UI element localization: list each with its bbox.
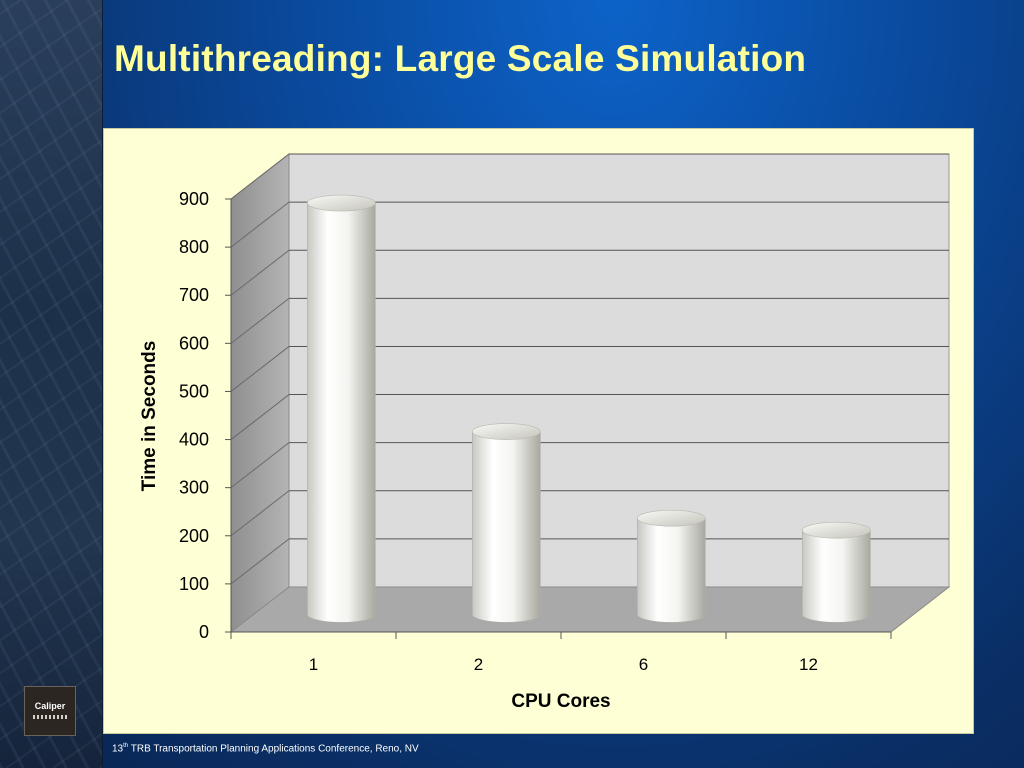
bar-2 bbox=[472, 423, 541, 623]
y-tick-label: 600 bbox=[179, 333, 209, 353]
gridline-side bbox=[230, 394, 290, 440]
y-tick-label: 700 bbox=[179, 285, 209, 305]
bar-body bbox=[307, 202, 376, 623]
y-tick-label: 300 bbox=[179, 478, 209, 498]
footer-number: 13 bbox=[112, 743, 124, 755]
y-tick-label: 900 bbox=[179, 189, 209, 209]
y-tick-label: 800 bbox=[179, 237, 209, 257]
caliper-logo: Caliper bbox=[24, 686, 76, 736]
footer-superscript: th bbox=[123, 743, 129, 749]
x-axis-label: CPU Cores bbox=[511, 691, 610, 712]
gridline-side bbox=[230, 201, 290, 248]
background-photo-strip bbox=[0, 0, 103, 768]
gridline-side bbox=[230, 153, 290, 200]
x-tick-label: 12 bbox=[799, 655, 818, 674]
y-tick-label: 500 bbox=[179, 381, 209, 401]
chart-walls bbox=[229, 152, 951, 634]
gridline-side bbox=[230, 297, 290, 344]
gridlines bbox=[230, 153, 949, 585]
logo-mark bbox=[33, 715, 67, 719]
y-tick-label: 0 bbox=[199, 622, 209, 642]
y-tick-labels: 0 100 200 300 400 500 600 700 800 900 bbox=[179, 189, 231, 642]
logo-text: Caliper bbox=[34, 701, 66, 711]
bar-1 bbox=[307, 194, 376, 623]
gridline-side bbox=[230, 538, 290, 585]
gridline-side bbox=[230, 346, 290, 392]
bar-cap bbox=[307, 194, 376, 212]
x-tick-label: 1 bbox=[309, 655, 318, 674]
gridline-side bbox=[230, 442, 290, 489]
bar-cap bbox=[637, 509, 706, 527]
bar-12 bbox=[802, 521, 871, 623]
y-axis-label: Time in Seconds bbox=[139, 341, 160, 492]
x-tick-label: 2 bbox=[474, 655, 483, 674]
x-tick-labels: 1 2 6 12 bbox=[230, 632, 892, 674]
gridline-side bbox=[230, 490, 290, 537]
gridline-side bbox=[230, 249, 290, 296]
footer-text: 13th TRB Transportation Planning Applica… bbox=[112, 743, 419, 754]
bar-cap bbox=[802, 521, 871, 539]
bar-cap bbox=[472, 423, 541, 440]
bar-body bbox=[637, 517, 706, 623]
bar-body bbox=[472, 431, 541, 623]
footer-conference: TRB Transportation Planning Applications… bbox=[128, 743, 419, 755]
back-wall bbox=[288, 153, 950, 588]
bars bbox=[307, 194, 871, 623]
y-tick-label: 100 bbox=[179, 574, 209, 594]
y-tick-label: 400 bbox=[179, 430, 209, 450]
bar-body bbox=[802, 529, 871, 623]
chart-panel: 0 100 200 300 400 500 600 700 800 900 1 2 6 12 Time … bbox=[103, 128, 974, 734]
x-tick-label: 6 bbox=[639, 655, 648, 674]
bar-6 bbox=[637, 509, 706, 623]
y-tick-label: 200 bbox=[179, 526, 209, 546]
slide-title: Multithreading: Large Scale Simulation bbox=[114, 38, 807, 79]
side-wall bbox=[230, 152, 290, 634]
